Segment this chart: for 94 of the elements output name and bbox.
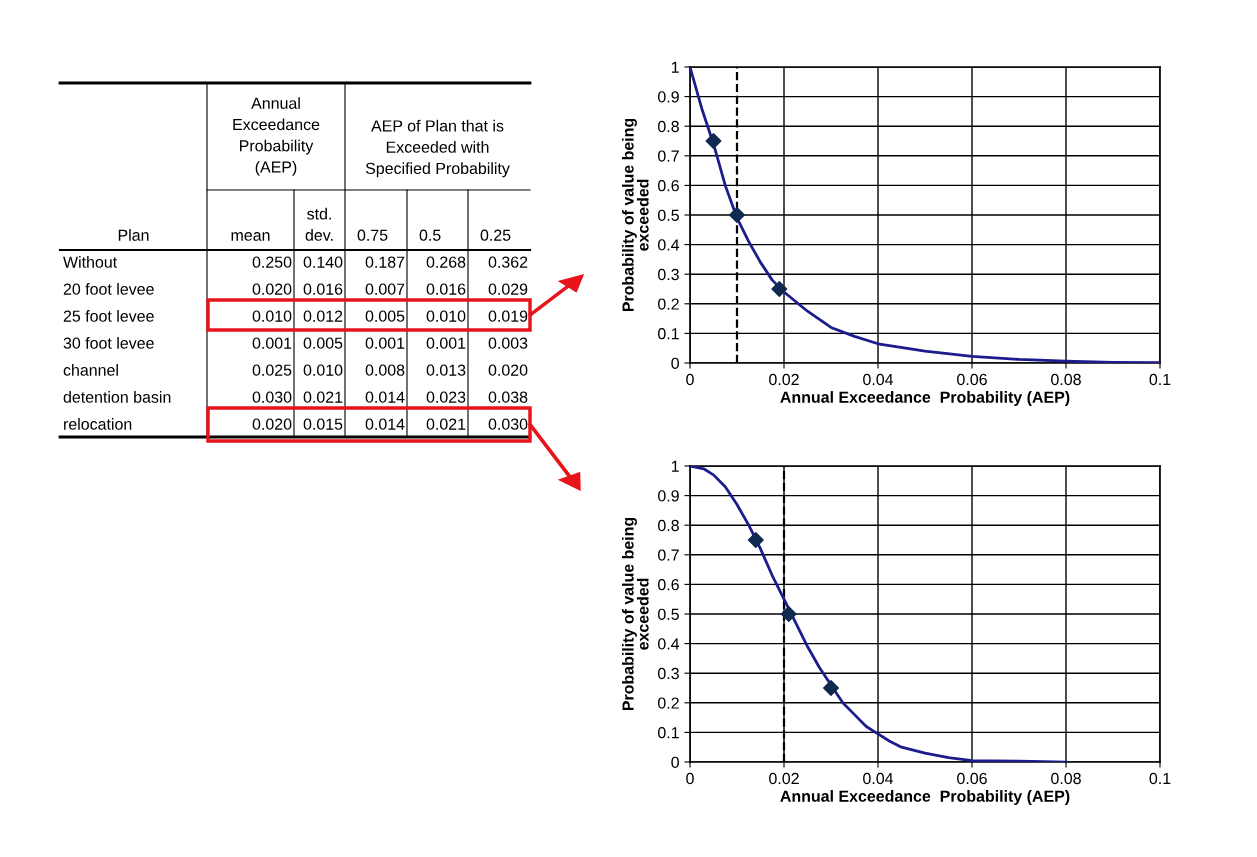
text: 0.001 (426, 337, 466, 349)
text: 0.012 (303, 310, 343, 322)
text: 0.016 (426, 283, 466, 295)
text: 0.362 (488, 256, 528, 268)
text: 0.016 (303, 283, 343, 295)
text: Plan (118, 229, 149, 241)
text: Annual Exceedance Probability (AEP) (233, 97, 320, 176)
text: 0.014 (365, 391, 405, 403)
category-label: 0.75 (357, 229, 388, 241)
y-tick-label: 0.7 (658, 549, 679, 561)
x-tick-label: 0.06 (957, 772, 987, 785)
x-tick-label: 0.02 (769, 373, 799, 386)
x-tick-label: 0.1 (1149, 373, 1171, 386)
text: 0.268 (426, 256, 466, 268)
x-tick-label: 0.08 (1051, 772, 1081, 785)
x-axis-title: Annual Exceedance Probability (AEP) (780, 391, 1070, 406)
point (747, 532, 764, 548)
text: 0.250 (252, 256, 292, 268)
text: 0.030 (488, 418, 528, 430)
category-label: channel (63, 364, 118, 376)
category-label: 25 foot levee (63, 310, 154, 322)
text: 0.140 (303, 256, 343, 268)
category-label: 0.5 (419, 229, 441, 241)
y-tick-label: 0.8 (658, 519, 679, 532)
y-tick-label: 0.2 (658, 697, 679, 709)
text: 0.019 (488, 310, 528, 322)
y-tick-label: 0.9 (658, 490, 679, 502)
text: 0.038 (488, 391, 528, 403)
x-tick-label: 0.1 (1149, 772, 1171, 785)
y-tick-label: 0.4 (658, 239, 680, 251)
category-label: detention basin (63, 391, 171, 403)
y-tick-label: 0.9 (658, 91, 679, 103)
y-tick-label: 0.6 (658, 579, 679, 591)
x-tick-label: 0.04 (863, 373, 894, 386)
y-tick-label: 0.5 (658, 608, 679, 620)
text: AEP of Plan that is Exceeded with Specified Probability (365, 119, 510, 178)
text: 0.010 (303, 364, 343, 376)
y-tick-label: 0.3 (658, 667, 679, 680)
category-label: 20 foot levee (63, 283, 154, 295)
y-axis-title: Probability of value being exceeded (621, 517, 649, 711)
text: 0.010 (252, 310, 292, 322)
y-axis-title: Probability of value being exceeded (621, 118, 649, 312)
x-axis-title: Annual Exceedance Probability (AEP) (780, 790, 1070, 805)
point (780, 606, 797, 622)
category-label: mean (231, 232, 270, 241)
y-tick-label: 1 (671, 460, 679, 472)
text: 0.014 (365, 418, 405, 430)
point (771, 281, 788, 297)
text: 0.020 (252, 283, 292, 295)
text: 0.005 (365, 310, 405, 322)
y-tick-label: 0.5 (658, 209, 679, 221)
text: 0.015 (303, 418, 343, 430)
y-tick-label: 1 (671, 61, 679, 73)
text: 0.008 (365, 364, 405, 376)
x-tick-label: 0.04 (863, 772, 894, 785)
y-tick-label: 0.6 (658, 180, 679, 192)
category-label: Without (63, 256, 118, 268)
text: 0.021 (303, 391, 343, 403)
text: 0.030 (252, 391, 292, 403)
category-label: 0.25 (480, 229, 511, 241)
y-tick-label: 0.4 (658, 638, 680, 650)
y-tick-label: 0.2 (658, 298, 679, 310)
text: 0.187 (365, 256, 405, 268)
point (705, 133, 722, 149)
category-label: relocation (64, 418, 132, 430)
point (729, 207, 745, 223)
x-tick-label: 0 (686, 772, 694, 785)
y-tick-label: 0.1 (658, 328, 679, 340)
text: 0.020 (488, 364, 528, 376)
text: 0.013 (426, 364, 466, 376)
y-tick-label: 0.1 (658, 727, 679, 739)
y-tick-label: 0 (671, 357, 679, 369)
y-tick-label: 0.7 (658, 150, 679, 162)
y-tick-label: 0.3 (658, 268, 679, 281)
x-tick-label: 0.08 (1051, 373, 1081, 386)
text: 0.029 (488, 283, 528, 295)
x-tick-label: 0 (686, 373, 694, 386)
y-tick-label: 0.8 (658, 120, 679, 133)
x-tick-label: 0.02 (769, 772, 799, 785)
x-tick-label: 0.06 (957, 373, 987, 386)
category-label: 30 foot levee (63, 337, 154, 349)
text: 0.005 (303, 337, 343, 349)
text: 0.010 (426, 310, 466, 322)
text: 0.007 (365, 283, 405, 295)
text: 0.021 (426, 418, 466, 430)
text: 0.025 (252, 364, 292, 376)
text: 0.003 (488, 337, 528, 349)
category-label: std. dev. (305, 207, 333, 241)
y-tick-label: 0 (671, 756, 679, 768)
text: 0.020 (252, 418, 292, 430)
text: 0.023 (426, 391, 466, 403)
text: 0.001 (365, 337, 405, 349)
point (823, 680, 839, 696)
text: 0.001 (252, 337, 292, 349)
